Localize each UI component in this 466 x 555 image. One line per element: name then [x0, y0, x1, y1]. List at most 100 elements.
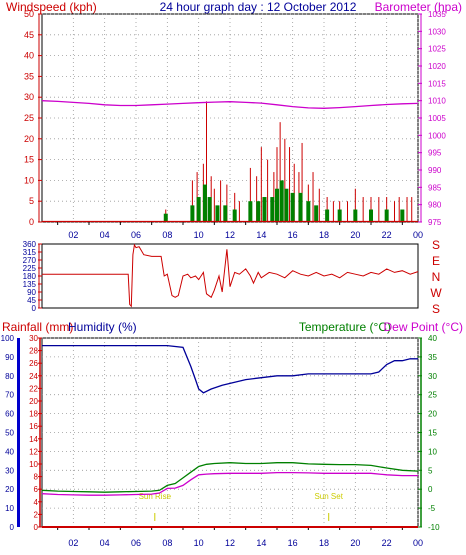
- avg-wind-bar: [270, 197, 275, 222]
- compass-label: E: [432, 254, 440, 268]
- compass-label: S: [432, 302, 440, 316]
- graph-title: 24 hour graph day : 12 October 2012: [160, 0, 357, 14]
- rainfall-tick-label: 18: [29, 410, 38, 419]
- avg-wind-bar: [384, 209, 389, 222]
- avg-wind-bar: [248, 201, 253, 222]
- temperature-tick-label: 15: [428, 429, 437, 438]
- avg-wind-bar: [163, 213, 168, 222]
- direction-tick-label: 135: [23, 280, 37, 289]
- temperature-tick-label: 5: [428, 466, 433, 475]
- rainfall-axis-title: Rainfall (mm): [2, 320, 73, 334]
- temperature-tick-label: 0: [428, 485, 433, 494]
- humidity-tick-label: 100: [1, 334, 15, 343]
- windspeed-axis-title: Windspeed (kph): [6, 0, 97, 14]
- humidity-tick-label: 30: [5, 466, 14, 475]
- humidity-tick-label: 90: [5, 353, 14, 362]
- barometer-tick-label: 990: [428, 166, 442, 175]
- temperature-tick-label: 35: [428, 353, 437, 362]
- barometer-tick-label: 980: [428, 201, 442, 210]
- windspeed-tick-label: 45: [24, 30, 34, 40]
- x-tick-label: 00: [413, 538, 423, 548]
- avg-wind-bar: [279, 180, 284, 222]
- avg-wind-bar: [369, 209, 373, 222]
- barometer-tick-label: 1000: [428, 131, 446, 140]
- windspeed-tick-label: 5: [29, 196, 34, 206]
- plot-frame: [41, 243, 419, 309]
- barometer-tick-label: 1015: [428, 79, 446, 88]
- avg-wind-bar: [298, 192, 303, 222]
- barometer-tick-label: 1010: [428, 97, 446, 106]
- avg-wind-bar: [262, 197, 267, 222]
- sun-event-label: Sun Set: [314, 492, 343, 501]
- avg-wind-bar: [325, 209, 330, 222]
- avg-wind-bar: [215, 205, 220, 222]
- x-tick-label: 08: [162, 230, 172, 240]
- windspeed-tick-label: 35: [24, 71, 34, 81]
- dew-point-axis-title: Dew Point (°C): [384, 320, 463, 334]
- avg-wind-bar: [337, 209, 342, 222]
- rainfall-tick-label: 28: [29, 347, 38, 356]
- x-tick-label: 20: [350, 538, 360, 548]
- rainfall-tick-label: 6: [34, 485, 39, 494]
- barometer-tick-label: 975: [428, 218, 442, 227]
- barometer-tick-label: 1025: [428, 45, 446, 54]
- humidity-tick-label: 80: [5, 372, 14, 381]
- direction-tick-label: 0: [32, 304, 37, 313]
- humidity-tick-label: 20: [5, 485, 14, 494]
- direction-tick-label: 360: [23, 240, 37, 249]
- x-tick-label: 12: [225, 538, 235, 548]
- direction-tick-label: 225: [23, 264, 37, 273]
- windspeed-tick-label: 15: [24, 155, 34, 165]
- rainfall-tick-label: 30: [29, 334, 38, 343]
- humidity-tick-label: 0: [10, 523, 15, 532]
- barometer-line: [41, 100, 419, 109]
- direction-tick-label: 180: [23, 272, 37, 281]
- wind-barometer-panel: 0510152025303540455097598098599099510001…: [24, 9, 446, 240]
- humidity-tick-label: 40: [5, 447, 14, 456]
- temperature-tick-label: 10: [428, 447, 437, 456]
- windspeed-tick-label: 20: [24, 134, 34, 144]
- barometer-tick-label: 1020: [428, 62, 446, 71]
- bottom-header: Rainfall (mm) Humidity (%) Temperature (…: [2, 320, 463, 334]
- avg-wind-bar: [306, 201, 311, 222]
- barometer-tick-label: 1030: [428, 27, 446, 36]
- windspeed-tick-label: 25: [24, 113, 34, 123]
- windspeed-tick-label: 0: [29, 217, 34, 227]
- rainfall-tick-label: 12: [29, 447, 38, 456]
- compass-label: W: [430, 286, 442, 300]
- x-tick-label: 14: [256, 230, 266, 240]
- top-header: Windspeed (kph) 24 hour graph day : 12 O…: [6, 0, 462, 14]
- rainfall-tick-label: 20: [29, 397, 38, 406]
- x-tick-label: 22: [382, 230, 392, 240]
- avg-wind-bar: [400, 209, 405, 222]
- rainfall-tick-label: 16: [29, 422, 38, 431]
- wind-direction-line: [42, 243, 419, 308]
- avg-wind-bar: [353, 209, 358, 222]
- x-tick-label: 12: [225, 230, 235, 240]
- barometer-tick-label: 995: [428, 149, 442, 158]
- x-tick-label: 16: [288, 230, 298, 240]
- x-tick-label: 22: [382, 538, 392, 548]
- x-tick-label: 02: [68, 230, 78, 240]
- sun-event-label: Sun Rise: [139, 492, 172, 501]
- x-tick-label: 18: [319, 538, 329, 548]
- temperature-tick-label: -10: [428, 523, 440, 532]
- temperature-tick-label: -5: [428, 504, 436, 513]
- rainfall-tick-label: 22: [29, 384, 38, 393]
- windspeed-tick-label: 30: [24, 92, 34, 102]
- temperature-humidity-panel: 0102030405060708090100024681012141618202…: [1, 334, 440, 548]
- x-tick-label: 20: [350, 230, 360, 240]
- temperature-line: [41, 462, 419, 493]
- temperature-tick-label: 40: [428, 334, 437, 343]
- humidity-tick-label: 60: [5, 410, 14, 419]
- humidity-tick-label: 10: [5, 504, 14, 513]
- temperature-tick-label: 30: [428, 372, 437, 381]
- x-tick-label: 00: [413, 230, 423, 240]
- humidity-axis-title: Humidity (%): [68, 320, 137, 334]
- temperature-tick-label: 25: [428, 391, 437, 400]
- rainfall-tick-label: 8: [34, 473, 39, 482]
- compass-label: S: [432, 238, 440, 252]
- barometer-tick-label: 1005: [428, 114, 446, 123]
- barometer-tick-label: 985: [428, 183, 442, 192]
- barometer-tick-label: 1035: [428, 10, 446, 19]
